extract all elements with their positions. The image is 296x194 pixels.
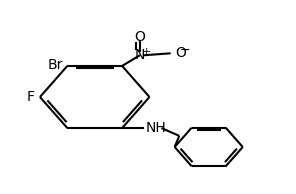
Text: N: N (135, 48, 145, 62)
Text: O: O (134, 30, 145, 44)
Text: −: − (180, 44, 190, 57)
Text: O: O (175, 46, 186, 60)
Text: +: + (142, 47, 151, 57)
Text: F: F (27, 90, 35, 104)
Text: NH: NH (145, 121, 166, 135)
Text: Br: Br (48, 58, 63, 72)
